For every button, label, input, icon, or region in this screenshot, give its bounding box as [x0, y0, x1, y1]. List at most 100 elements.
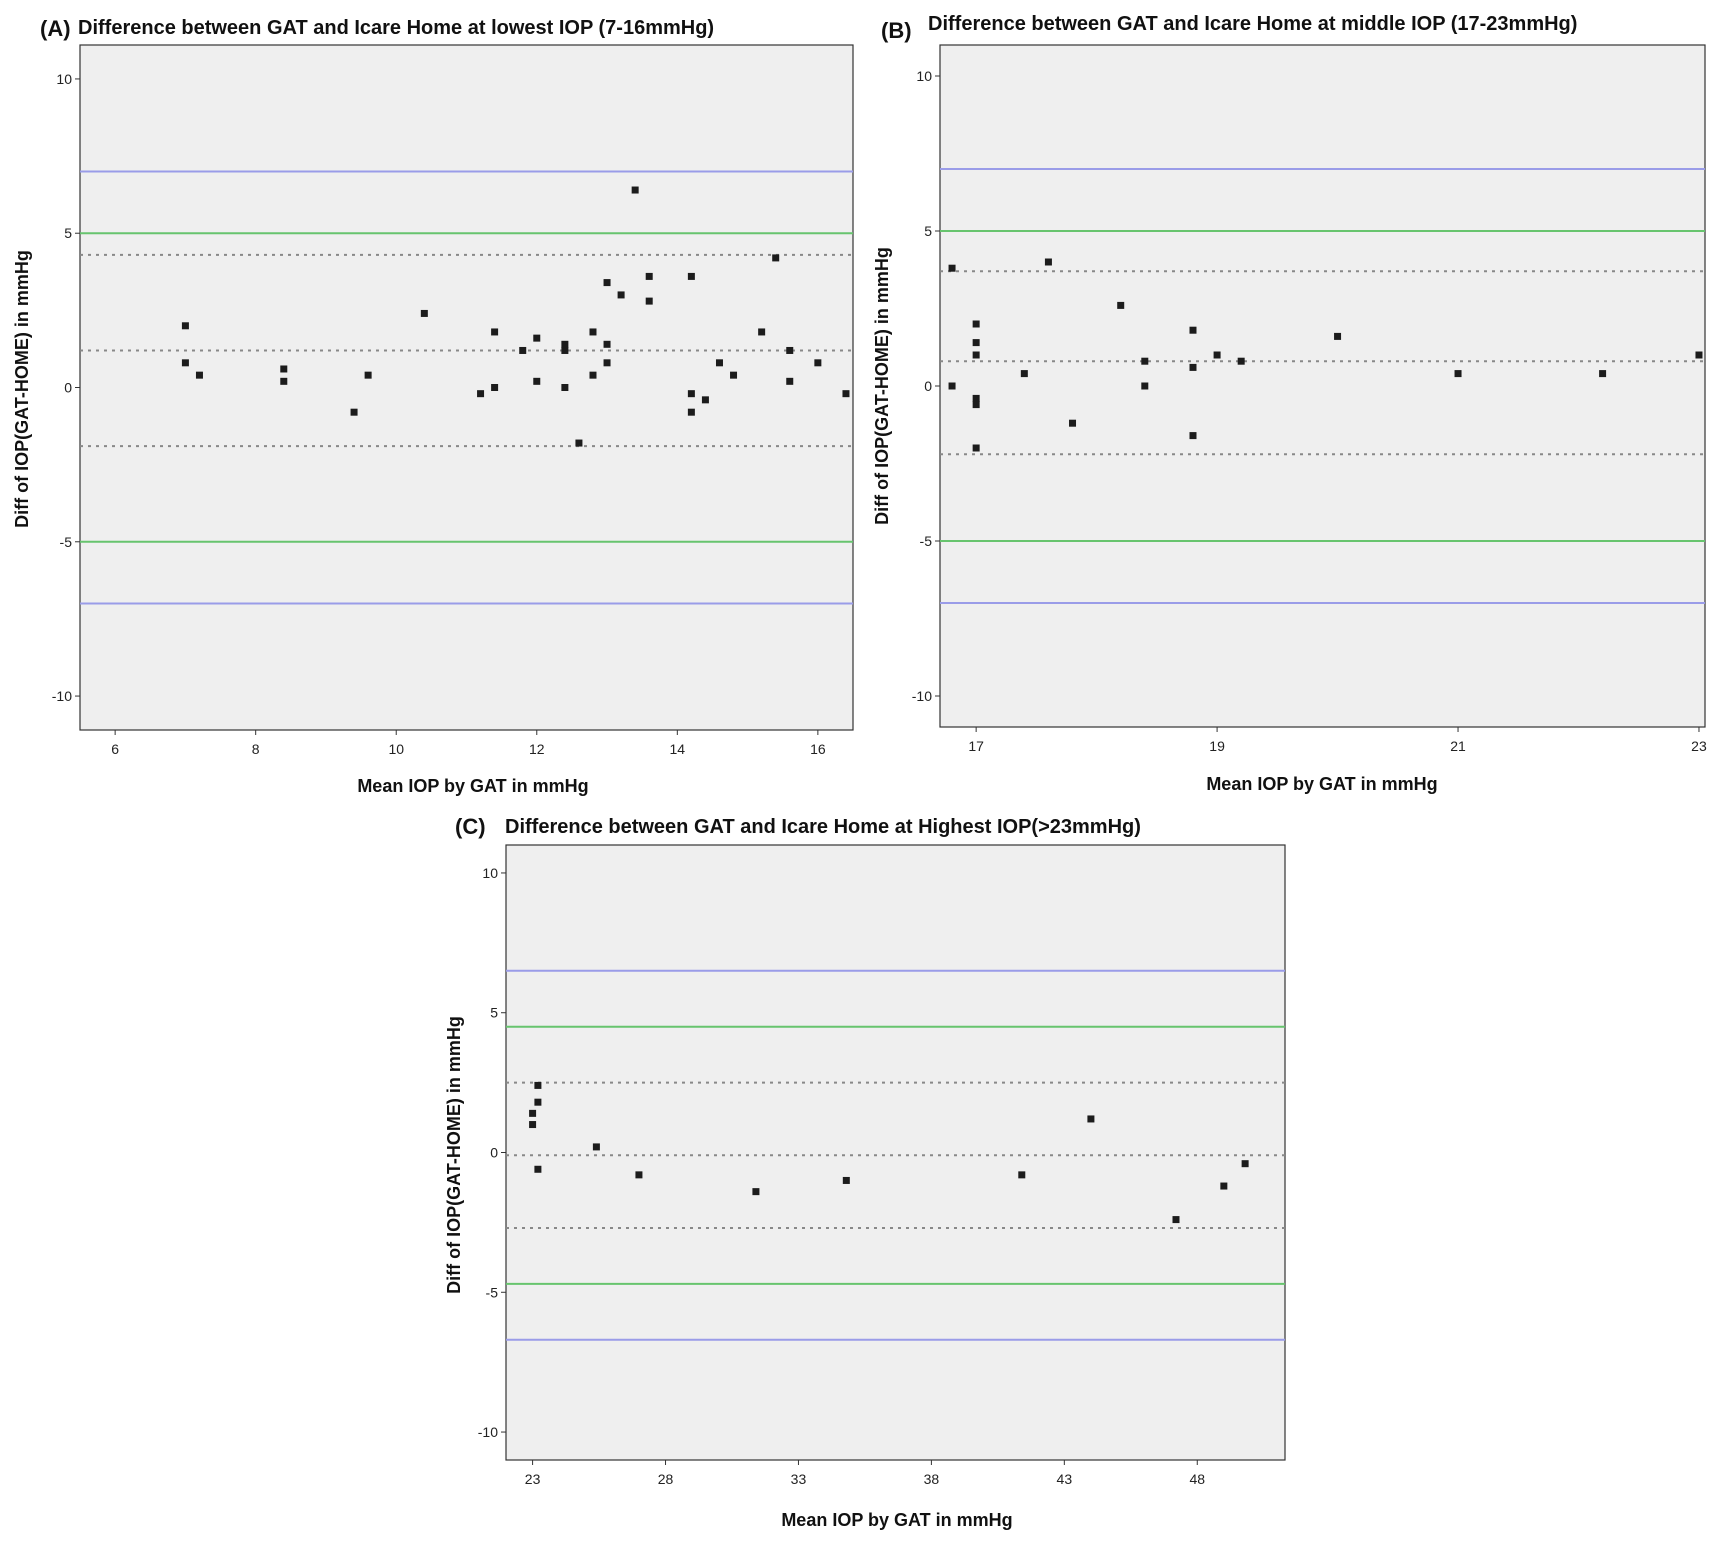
panel-c-y-tick-label: 0 [490, 1145, 498, 1161]
panel-b-data-point [1454, 370, 1462, 378]
panel-c-x-tick-label: 23 [525, 1471, 541, 1487]
panel-b-plot-area: 10 5 0 -5 -10 17 19 21 23 [912, 44, 1707, 754]
panel-c-x-tick-label: 43 [1057, 1471, 1073, 1487]
panel-b-data-point [972, 394, 980, 402]
panel-b-data-point [1141, 357, 1149, 365]
panel-a-x-tick-label: 6 [111, 741, 119, 757]
panel-c-data-point [529, 1109, 537, 1117]
panel-c-data-point [1172, 1216, 1180, 1224]
panel-a: (A) Difference between GAT and Icare Hom… [12, 16, 854, 796]
panel-a-y-tick-label: 0 [64, 380, 72, 396]
panel-b-data-point [1044, 258, 1052, 266]
panel-a-data-point [519, 346, 527, 354]
panel-a-data-point [730, 371, 738, 379]
panel-a-letter: (A) [40, 16, 71, 41]
panel-b-y-tick-label: 5 [924, 223, 932, 239]
panel-a-data-point [617, 291, 625, 299]
panel-b: (B) Difference between GAT and Icare Hom… [872, 13, 1707, 794]
panel-a-data-point [715, 359, 723, 367]
panel-a-data-point [701, 396, 709, 404]
panel-a-data-point [687, 390, 695, 398]
panel-c-data-point [1241, 1160, 1249, 1168]
panel-a-data-point [280, 377, 288, 385]
panel-b-data-point [972, 320, 980, 328]
panel-c-data-point [842, 1176, 850, 1184]
panel-a-data-point [181, 322, 189, 330]
panel-a-x-tick-label: 12 [529, 741, 545, 757]
panel-c-data-point [752, 1188, 760, 1196]
panel-b-data-point [972, 401, 980, 409]
panel-b-data-point [1213, 351, 1221, 359]
panel-b-data-point [1189, 326, 1197, 334]
panel-a-data-point [477, 390, 485, 398]
panel-c-data-point [534, 1165, 542, 1173]
panel-c-x-tick-label: 33 [791, 1471, 807, 1487]
panel-a-data-point [786, 377, 794, 385]
panel-b-x-axis-label: Mean IOP by GAT in mmHg [1206, 774, 1437, 794]
panel-a-data-point [814, 359, 822, 367]
panel-c-plot-background [505, 844, 1286, 1461]
panel-a-plot-background [79, 44, 854, 731]
panel-a-data-point [687, 272, 695, 280]
panel-a-data-point [603, 359, 611, 367]
panel-a-data-point [561, 346, 569, 354]
panel-a-x-axis-label: Mean IOP by GAT in mmHg [357, 776, 588, 796]
panel-a-data-point [195, 371, 203, 379]
panel-a-plot-area: 10 5 0 -5 -10 6 8 10 12 14 16 [52, 44, 854, 757]
panel-a-data-point [603, 340, 611, 348]
panel-b-y-tick-label: 0 [924, 378, 932, 394]
panel-a-data-point [533, 377, 541, 385]
panel-a-data-point [758, 328, 766, 336]
panel-b-data-point [1237, 357, 1245, 365]
panel-b-data-point [972, 351, 980, 359]
panel-a-data-point [772, 254, 780, 262]
panel-a-data-point [589, 371, 597, 379]
panel-a-y-tick-label: 10 [56, 71, 72, 87]
panel-c-data-point [529, 1121, 537, 1129]
panel-b-x-tick-label: 17 [968, 738, 984, 754]
panel-c-data-point [1018, 1171, 1026, 1179]
panel-b-x-tick-label: 21 [1450, 738, 1466, 754]
panel-c-plot-area: 10 5 0 -5 -10 23 28 33 38 43 48 [478, 844, 1286, 1487]
panel-a-data-point [645, 297, 653, 305]
panel-b-data-point [972, 444, 980, 452]
panel-a-data-point [631, 186, 639, 194]
panel-a-data-point [786, 346, 794, 354]
panel-b-data-point [1141, 382, 1149, 390]
panel-b-x-tick-label: 23 [1691, 738, 1707, 754]
panel-c-y-tick-label: -5 [486, 1284, 499, 1300]
panel-c-letter: (C) [455, 814, 486, 839]
panel-a-data-point [364, 371, 372, 379]
panel-b-plot-background [939, 44, 1706, 728]
panel-c-y-tick-label: 10 [482, 865, 498, 881]
panel-a-data-point [420, 309, 428, 317]
panel-b-data-point [1334, 332, 1342, 340]
panel-b-data-point [948, 264, 956, 272]
panel-b-letter: (B) [881, 18, 912, 43]
panel-c-data-point [534, 1081, 542, 1089]
panel-c-x-axis-label: Mean IOP by GAT in mmHg [781, 1510, 1012, 1530]
panel-a-data-point [491, 384, 499, 391]
panel-a-y-tick-label: 5 [64, 225, 72, 241]
panel-a-y-axis-label: Diff of IOP(GAT-HOME) in mmHg [12, 250, 32, 528]
panel-c-data-point [534, 1098, 542, 1106]
panel-b-data-point [1189, 363, 1197, 371]
panel-a-data-point [491, 328, 499, 336]
panel-c-y-axis-label: Diff of IOP(GAT-HOME) in mmHg [444, 1016, 464, 1294]
panel-b-y-tick-label: -5 [920, 533, 933, 549]
panel-a-data-point [181, 359, 189, 367]
panel-a-title: Difference between GAT and Icare Home at… [78, 17, 714, 39]
panel-b-x-tick-label: 19 [1209, 738, 1225, 754]
panel-c-y-tick-label: 5 [490, 1005, 498, 1021]
panel-a-data-point [350, 408, 358, 416]
panel-b-data-point [948, 382, 956, 390]
panel-a-data-point [533, 334, 541, 342]
panel-c-title: Difference between GAT and Icare Home at… [505, 816, 1141, 838]
panel-b-y-axis-label: Diff of IOP(GAT-HOME) in mmHg [872, 247, 892, 525]
panel-a-x-tick-label: 10 [388, 741, 404, 757]
panel-a-x-tick-label: 8 [252, 741, 260, 757]
panel-a-data-point [280, 365, 288, 373]
panel-a-data-point [589, 328, 597, 336]
panel-b-title: Difference between GAT and Icare Home at… [928, 13, 1577, 35]
